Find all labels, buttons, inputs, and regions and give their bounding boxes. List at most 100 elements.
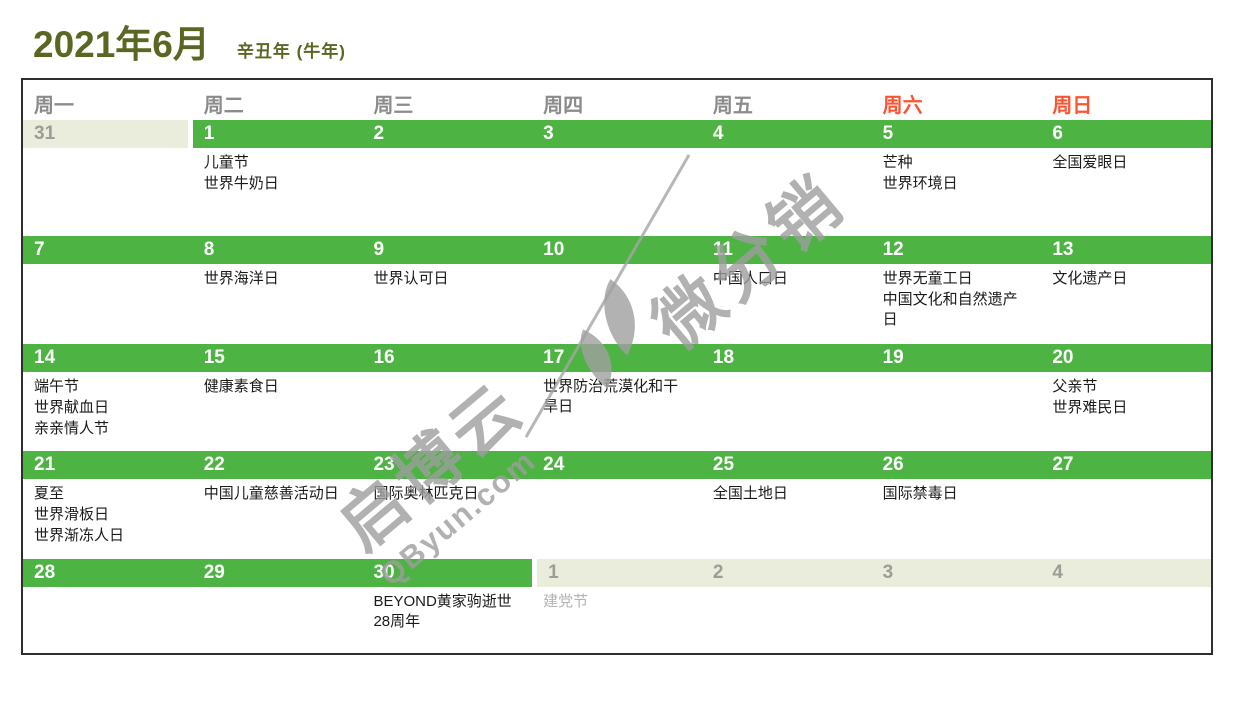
day-number-strip: 9 xyxy=(362,236,533,264)
day-events: 健康素食日 xyxy=(193,372,363,398)
day-number: 30 xyxy=(373,562,395,583)
calendar-week-row: 21 夏至 世界滑板日 世界渐冻人日 22 中国儿童慈善活动日 23 国际奥林匹克日 24 25 全… xyxy=(23,451,1212,559)
day-events xyxy=(362,372,532,377)
day-number-strip: 4 xyxy=(1041,559,1212,587)
calendar-week-row: 14 端午节 世界献血日 亲亲情人节 15 健康素食日 16 17 世界防治荒漠化和干旱日 18 1… xyxy=(23,344,1212,451)
day-event: 世界无童工日 xyxy=(882,270,973,287)
day-number-strip: 5 xyxy=(871,120,1042,148)
day-events: 儿童节 世界牛奶日 xyxy=(193,148,363,195)
day-number: 27 xyxy=(1052,454,1074,475)
day-events: 世界认可日 xyxy=(362,264,532,290)
day-number-strip: 27 xyxy=(1041,451,1212,479)
day-cell: 5 芒种 世界环境日 xyxy=(871,120,1042,236)
day-cell: 10 xyxy=(532,236,702,344)
day-cell: 7 xyxy=(23,236,193,344)
day-events: 建党节 xyxy=(532,587,702,613)
day-cell: 12 世界无童工日 中国文化和自然遗产日 xyxy=(871,236,1042,344)
day-event: 文化遗产日 xyxy=(1052,270,1128,287)
calendar-week-row: 7 8 世界海洋日 9 世界认可日 10 11 中国人口日 12 世界无童工日 中国文化和自然遗产日… xyxy=(23,236,1212,344)
day-cell: 20 父亲节 世界难民日 xyxy=(1041,344,1212,451)
day-events: 父亲节 世界难民日 xyxy=(1041,372,1211,419)
watermark-double-leaf-icon xyxy=(580,279,635,389)
day-number-strip: 16 xyxy=(362,344,533,372)
day-number: 16 xyxy=(373,347,395,368)
day-number: 28 xyxy=(34,562,56,583)
day-cell: 30 BEYOND黄家驹逝世28周年 xyxy=(362,559,533,655)
day-cell: 1 儿童节 世界牛奶日 xyxy=(192,120,363,236)
day-number: 13 xyxy=(1052,239,1074,260)
day-number: 31 xyxy=(34,123,56,144)
day-event: 中国文化和自然遗产日 xyxy=(882,291,1018,328)
day-cell: 2 xyxy=(362,120,533,236)
weekday-header-cell: 周四 xyxy=(543,95,584,117)
day-number: 14 xyxy=(34,347,56,368)
day-cell: 28 xyxy=(23,559,193,655)
day-event: 全国爱眼日 xyxy=(1052,154,1128,171)
day-event: 国际禁毒日 xyxy=(882,485,958,502)
day-number: 4 xyxy=(1052,562,1063,583)
day-events: 国际奥林匹克日 xyxy=(362,479,532,505)
day-cell: 17 世界防治荒漠化和干旱日 xyxy=(532,344,702,451)
day-event: 健康素食日 xyxy=(203,378,279,395)
day-events xyxy=(1041,479,1211,484)
day-events xyxy=(532,479,702,484)
day-event: 建党节 xyxy=(543,593,589,610)
day-events xyxy=(362,148,532,153)
day-number: 18 xyxy=(712,347,735,368)
day-event: 世界防治荒漠化和干旱日 xyxy=(543,378,679,415)
calendar-week-row: 31 1 儿童节 世界牛奶日 2 3 4 5 芒种 世界环境日 6 全国爱眼日 xyxy=(23,120,1212,236)
day-event: 世界海洋日 xyxy=(203,270,279,287)
calendar-table: 周一 周二 周三 周四 周五 周六 周日 31 1 儿童节 世界牛奶日 2 3 4 5 芒种 世界环境日 6 全国… xyxy=(21,78,1213,655)
day-number-strip: 7 xyxy=(23,236,193,264)
day-event: 世界牛奶日 xyxy=(203,175,279,192)
day-event: 父亲节 xyxy=(1052,378,1098,395)
day-number-strip: 13 xyxy=(1041,236,1212,264)
day-event: 亲亲情人节 xyxy=(34,420,110,437)
day-cell: 19 xyxy=(871,344,1042,451)
day-events: 文化遗产日 xyxy=(1041,264,1211,290)
day-cell: 4 xyxy=(701,120,872,236)
day-number: 9 xyxy=(373,239,385,260)
day-events xyxy=(702,372,872,377)
day-event: 世界认可日 xyxy=(373,270,449,287)
day-number: 15 xyxy=(203,347,225,368)
day-events: 全国爱眼日 xyxy=(1041,148,1211,174)
day-events xyxy=(23,587,193,592)
day-cell: 11 中国人口日 xyxy=(701,236,872,344)
day-events xyxy=(872,587,1042,592)
day-number-strip: 2 xyxy=(701,559,872,587)
day-events: 世界无童工日中国文化和自然遗产日 xyxy=(872,264,1042,331)
weekday-header-cell: 周三 xyxy=(373,95,414,117)
day-cell: 15 健康素食日 xyxy=(192,344,363,451)
day-events: 世界防治荒漠化和干旱日 xyxy=(532,372,702,418)
day-number-strip: 29 xyxy=(192,559,363,587)
day-event: BEYOND黄家驹逝世28周年 xyxy=(373,593,512,630)
day-cell: 14 端午节 世界献血日 亲亲情人节 xyxy=(23,344,193,451)
day-number-strip: 26 xyxy=(871,451,1042,479)
day-events: 国际禁毒日 xyxy=(872,479,1042,505)
day-cell: 24 xyxy=(532,451,702,559)
day-cell: 31 xyxy=(23,120,193,236)
day-events: 全国土地日 xyxy=(702,479,872,505)
day-number-strip: 6 xyxy=(1041,120,1212,148)
day-number-strip: 18 xyxy=(701,344,872,372)
day-number: 2 xyxy=(373,123,385,144)
day-events: 中国人口日 xyxy=(702,264,872,290)
day-event: 夏至 xyxy=(34,485,65,502)
weekday-header-cell: 周六 xyxy=(882,95,923,117)
day-number-strip: 21 xyxy=(23,451,193,479)
day-cell: 8 世界海洋日 xyxy=(192,236,363,344)
day-number: 10 xyxy=(543,239,565,260)
day-events xyxy=(193,587,363,592)
day-cell: 27 xyxy=(1041,451,1212,559)
day-number-strip: 1 xyxy=(192,120,363,148)
weekday-header-cell: 周二 xyxy=(203,95,244,117)
weekday-header-cell: 周五 xyxy=(712,95,753,117)
day-cell: 13 文化遗产日 xyxy=(1041,236,1212,344)
day-number-strip: 8 xyxy=(192,236,363,264)
day-number-strip: 12 xyxy=(871,236,1042,264)
day-event: 世界环境日 xyxy=(882,175,958,192)
day-number: 5 xyxy=(882,123,894,144)
day-event: 端午节 xyxy=(34,378,80,395)
